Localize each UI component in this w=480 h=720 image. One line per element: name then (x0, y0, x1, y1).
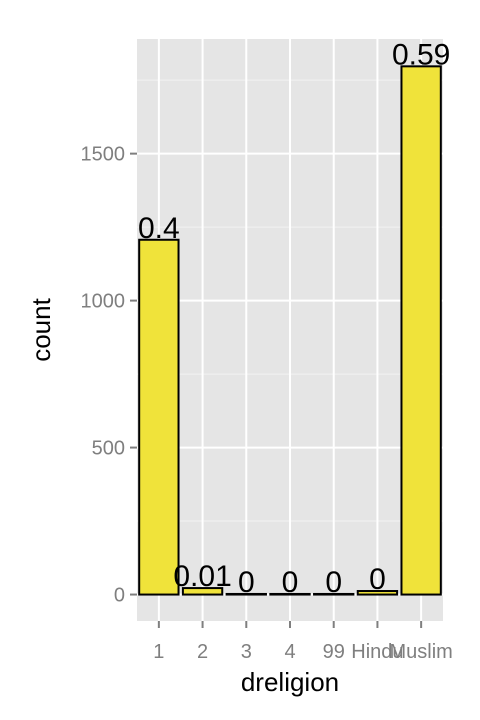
x-axis-title: dreligion (241, 667, 339, 697)
bar (313, 592, 355, 596)
bar (356, 590, 399, 596)
bar-value-label: 0.01 (173, 560, 231, 593)
x-tick-label: 1 (153, 641, 164, 663)
bar-labels: 0.40.01 0 0 0 00.59 (138, 38, 450, 599)
bar (400, 65, 442, 596)
y-axis-title: count (26, 297, 56, 361)
y-tick-label: 500 (92, 438, 125, 460)
bar-value-label: 0 (282, 566, 299, 599)
x-tick-label: 99 (323, 641, 345, 663)
bar-value-label: 0.4 (138, 212, 180, 245)
bar-value-label: 0 (369, 563, 386, 596)
y-tick-label: 1000 (81, 291, 126, 313)
x-tick-label: 4 (284, 641, 295, 663)
bar (181, 587, 224, 596)
bar (225, 592, 267, 596)
x-tick-label: Hindu (351, 641, 403, 663)
x-tick-label: Muslim (389, 641, 452, 663)
bar (138, 238, 180, 596)
x-tick-label: 3 (241, 641, 252, 663)
bar-value-label: 0 (325, 566, 342, 599)
x-tick-label: 2 (197, 641, 208, 663)
y-tick-label: 0 (114, 585, 125, 607)
bars (138, 65, 442, 596)
y-axis: 0 500 1000 1500 (81, 144, 137, 607)
bar-value-label: 0 (238, 566, 255, 599)
bar-value-label: 0.59 (392, 38, 450, 71)
bar (269, 592, 311, 596)
y-tick-label: 1500 (81, 144, 126, 166)
